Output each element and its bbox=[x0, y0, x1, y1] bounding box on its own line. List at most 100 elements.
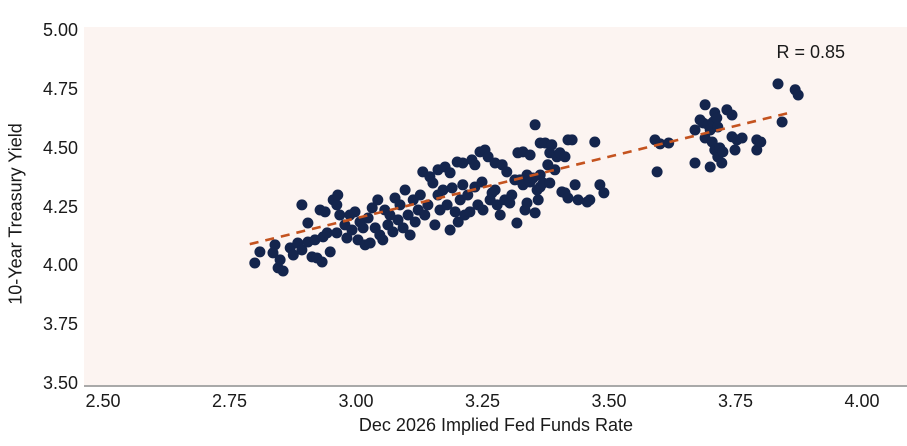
scatter-point bbox=[366, 202, 378, 214]
scatter-point bbox=[689, 124, 701, 136]
scatter-point bbox=[319, 206, 331, 218]
trend-line bbox=[249, 111, 792, 246]
scatter-point bbox=[274, 254, 286, 266]
scatter-point bbox=[729, 144, 741, 156]
scatter-point bbox=[429, 219, 441, 231]
scatter-point bbox=[494, 209, 506, 221]
scatter-point bbox=[572, 194, 584, 206]
scatter-point bbox=[651, 166, 663, 178]
scatter-point bbox=[772, 78, 784, 90]
scatter-point bbox=[506, 189, 518, 201]
scatter-point bbox=[316, 256, 328, 268]
scatter-point bbox=[399, 184, 411, 196]
correlation-annotation: R = 0.85 bbox=[776, 42, 845, 62]
scatter-point bbox=[349, 206, 361, 218]
scatter-point bbox=[524, 149, 536, 161]
scatter-point bbox=[419, 209, 431, 221]
scatter-point bbox=[444, 167, 456, 179]
scatter-point bbox=[462, 189, 474, 201]
scatter-point bbox=[489, 184, 501, 196]
scatter-point bbox=[689, 157, 701, 169]
scatter-point bbox=[397, 222, 409, 234]
y-tick-label: 4.75 bbox=[42, 78, 78, 99]
x-tick-label: 4.00 bbox=[844, 391, 880, 411]
y-tick-label: 3.50 bbox=[42, 373, 78, 393]
scatter-point bbox=[598, 187, 610, 199]
scatter-point bbox=[464, 206, 476, 218]
scatter-point bbox=[511, 217, 523, 229]
scatter-point bbox=[332, 189, 344, 201]
scatter-point bbox=[254, 246, 266, 258]
scatter-point bbox=[529, 119, 541, 131]
scatter-point bbox=[372, 194, 384, 206]
scatter-point bbox=[736, 132, 748, 144]
scatter-point bbox=[357, 222, 369, 234]
scatter-point bbox=[296, 244, 308, 256]
scatter-point bbox=[277, 265, 289, 277]
scatter-point bbox=[287, 249, 299, 261]
scatter-point bbox=[549, 164, 561, 176]
scatter-point bbox=[384, 209, 396, 221]
y-tick-label: 3.75 bbox=[42, 314, 78, 335]
scatter-point bbox=[334, 209, 346, 221]
scatter-point bbox=[529, 207, 541, 219]
scatter-point bbox=[437, 184, 449, 196]
scatter-point bbox=[589, 136, 601, 148]
scatter-point bbox=[302, 217, 314, 229]
y-axis-title: 10-Year Treasury Yield bbox=[5, 123, 26, 305]
y-tick-label: 5.00 bbox=[42, 20, 78, 40]
scatter-point bbox=[402, 209, 414, 221]
scatter-point bbox=[409, 216, 421, 228]
scatter-point bbox=[414, 189, 426, 201]
scatter-point bbox=[364, 237, 376, 249]
scatter-point bbox=[559, 151, 571, 163]
scatter-point bbox=[476, 176, 488, 188]
scatter-point bbox=[249, 257, 261, 269]
scatter-point bbox=[546, 139, 558, 151]
scatter-point bbox=[544, 177, 556, 189]
scatter-point bbox=[449, 206, 461, 218]
scatter-point bbox=[441, 199, 453, 211]
scatter-point bbox=[776, 116, 788, 128]
plot-area bbox=[84, 27, 907, 387]
x-tick-label: 2.50 bbox=[85, 391, 121, 411]
x-tick-label: 3.75 bbox=[717, 391, 754, 411]
x-tick-label: 3.00 bbox=[338, 391, 374, 411]
scatter-point bbox=[452, 216, 464, 228]
scatter-point bbox=[457, 157, 469, 169]
scatter-point bbox=[704, 161, 716, 173]
scatter-point bbox=[321, 227, 333, 239]
scatter-point bbox=[269, 239, 281, 251]
y-tick-label: 4.25 bbox=[42, 196, 78, 217]
scatter-point bbox=[427, 177, 439, 189]
scatter-point bbox=[362, 212, 374, 224]
x-tick-label: 2.75 bbox=[211, 391, 248, 411]
scatter-plot-canvas bbox=[249, 78, 804, 277]
scatter-point bbox=[331, 227, 343, 239]
scatter-point bbox=[755, 136, 767, 148]
scatter-point bbox=[699, 99, 711, 111]
x-tick-label: 3.25 bbox=[464, 391, 501, 411]
scatter-point bbox=[532, 194, 544, 206]
scatter-point bbox=[566, 134, 578, 146]
scatter-point bbox=[716, 157, 728, 169]
scatter-point bbox=[477, 204, 489, 216]
scatter-point bbox=[404, 229, 416, 241]
y-tick-label: 4.50 bbox=[42, 137, 78, 158]
scatter-point bbox=[446, 182, 458, 194]
scatter-point bbox=[377, 234, 389, 246]
scatter-point bbox=[562, 192, 574, 204]
scatter-point bbox=[663, 137, 675, 149]
scatter-point bbox=[457, 179, 469, 191]
scatter-point bbox=[726, 109, 738, 121]
scatter-point bbox=[569, 179, 581, 191]
scatter-point bbox=[501, 166, 513, 178]
x-axis-title: Dec 2026 Implied Fed Funds Rate bbox=[358, 415, 634, 435]
y-tick-label: 4.00 bbox=[42, 255, 78, 276]
scatter-point bbox=[469, 159, 481, 171]
scatter-point bbox=[387, 226, 399, 238]
scatter-point bbox=[584, 194, 596, 206]
scatter-point bbox=[392, 214, 404, 226]
scatter-point bbox=[521, 197, 533, 209]
